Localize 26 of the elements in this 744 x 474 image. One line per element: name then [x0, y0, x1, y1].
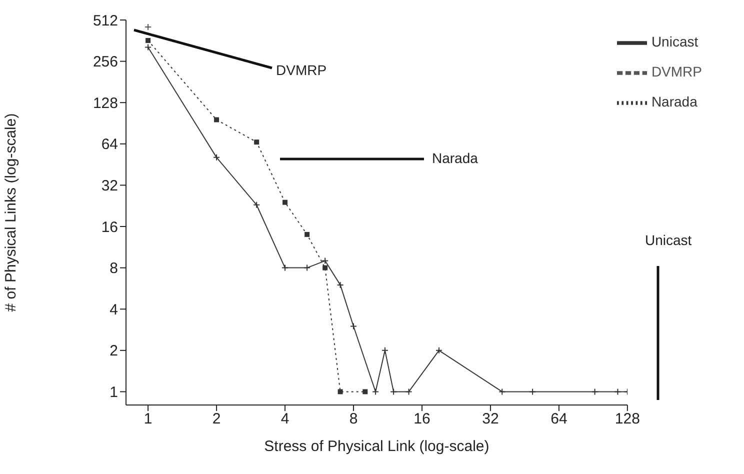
x-tick-label: 16: [414, 410, 430, 428]
y-tick-label: 8: [110, 260, 118, 278]
y-tick-label: 256: [92, 54, 118, 71]
legend-label: Narada: [651, 94, 698, 110]
legend-label: DVMRP: [651, 64, 702, 80]
x-tick-label: 32: [482, 410, 499, 428]
legend-label: Unicast: [651, 34, 698, 50]
y-axis-title: # of Physical Links (log-scale): [2, 113, 20, 312]
text: Unicast: [645, 232, 692, 248]
annotation: Narada: [432, 150, 478, 166]
y-tick-label: 16: [101, 218, 118, 236]
y-tick-label: 512: [92, 12, 118, 30]
x-tick-label: 128: [614, 410, 640, 428]
x-tick-label: 4: [280, 410, 290, 428]
y-tick-label: 2: [110, 342, 118, 360]
x-tick-label: 8: [349, 410, 358, 428]
x-axis-title: Stress of Physical Link (log-scale): [264, 438, 490, 455]
y-tick-label: 128: [92, 94, 118, 112]
y-tick-label: 32: [101, 178, 118, 195]
y-tick-label: 4: [110, 301, 118, 318]
y-tick-label: 1: [110, 384, 118, 402]
x-tick-label: 2: [212, 410, 221, 428]
annotation: DVMRP: [276, 62, 327, 78]
y-tick-label: 64: [101, 136, 118, 154]
x-tick-label: 1: [144, 410, 152, 428]
x-tick-label: 64: [550, 410, 568, 428]
